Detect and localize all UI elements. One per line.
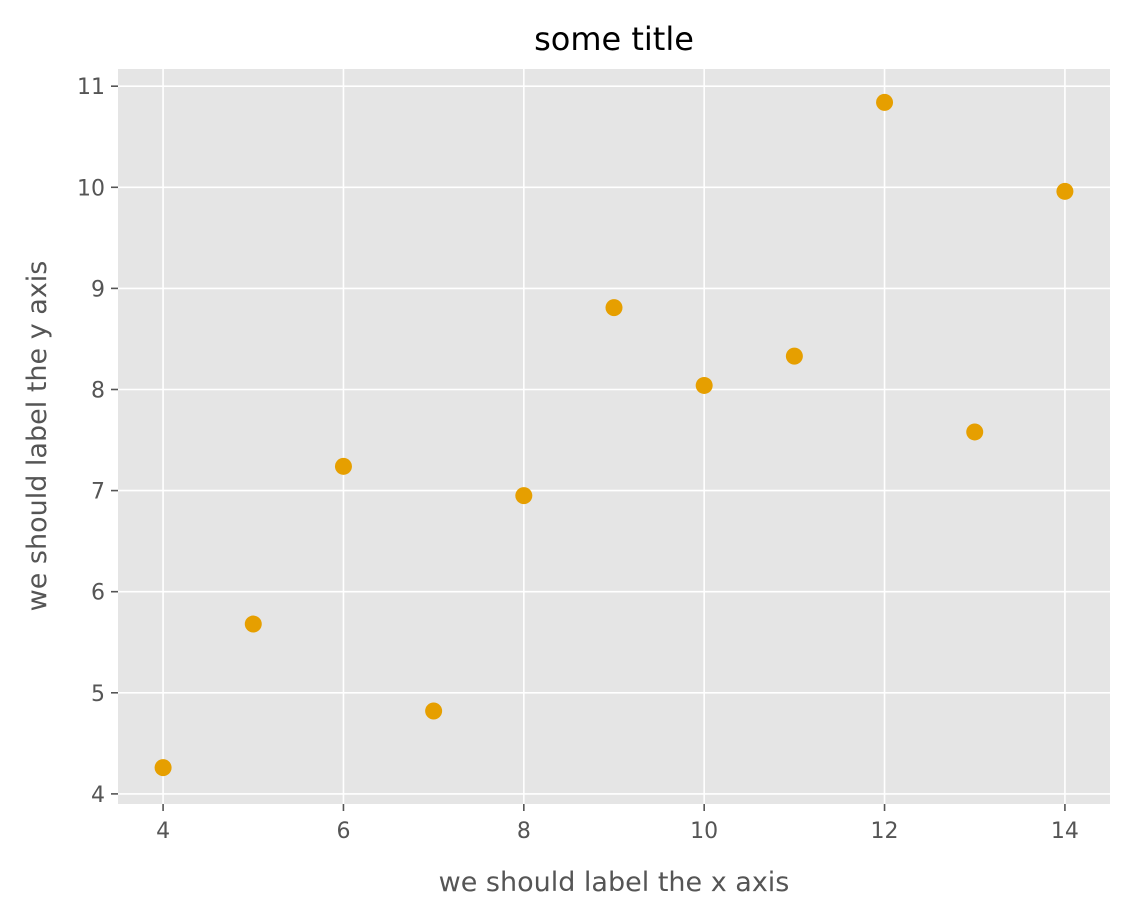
x-tick-label: 4 [156,819,170,844]
y-tick-label: 10 [77,176,105,201]
chart-title: some title [534,20,694,58]
y-tick-label: 5 [91,682,105,707]
scatter-point [876,93,894,111]
y-tick-label: 7 [91,480,105,505]
y-tick-label: 8 [91,378,105,403]
scatter-point [966,423,984,441]
y-tick-label: 4 [91,783,105,808]
scatter-point [785,347,803,365]
y-tick-label: 6 [91,581,105,606]
scatter-point [605,299,623,317]
y-axis-label: we should label the y axis [22,261,53,612]
x-tick-label: 10 [690,819,718,844]
scatter-point [515,487,533,505]
x-tick-label: 8 [517,819,531,844]
scatter-point [154,759,172,777]
scatter-point [244,615,262,633]
x-tick-label: 12 [871,819,899,844]
plot-area [118,69,1110,804]
scatter-point [425,702,443,720]
y-tick-label: 9 [91,277,105,302]
x-axis-label: we should label the x axis [439,867,790,898]
x-tick-label: 14 [1051,819,1079,844]
scatter-point [695,376,713,394]
axis-ticks: 4 6 8 10 12 14 4 5 6 7 8 9 10 11 [77,75,1079,844]
y-tick-label: 11 [77,75,105,100]
data-points [154,93,1074,777]
x-tick-label: 6 [336,819,350,844]
scatter-point [334,457,352,475]
scatter-point [1056,182,1074,200]
